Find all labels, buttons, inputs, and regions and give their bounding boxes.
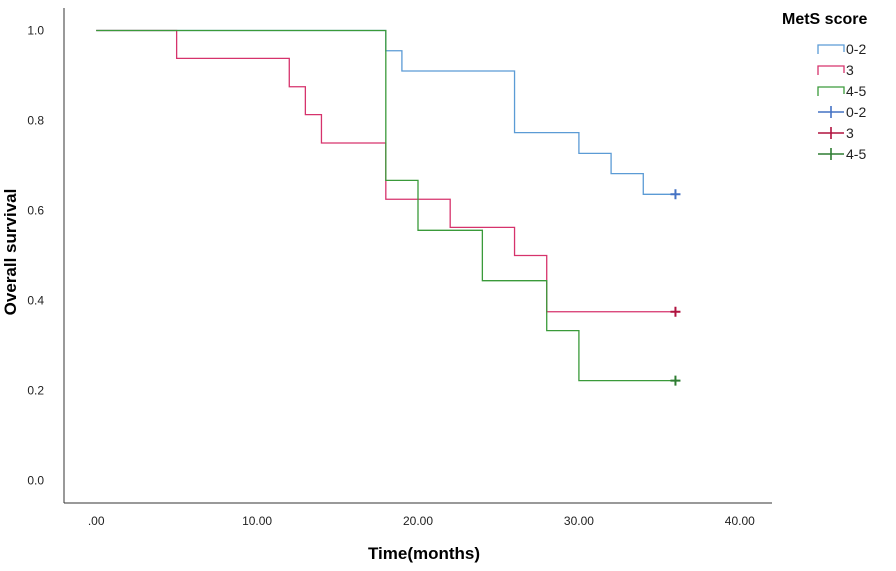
tick-labels: 0.0 0.2 0.4 0.6 0.8 1.0 .00 10.00 20.00 30.00 40.0… bbox=[27, 24, 755, 529]
legend-label: 0-2 bbox=[846, 104, 866, 120]
legend-title: MetS score bbox=[782, 11, 867, 28]
legend-swatch-censor bbox=[818, 127, 844, 139]
y-tick-label: 0.6 bbox=[27, 204, 44, 218]
y-tick-label: 1.0 bbox=[27, 24, 44, 38]
legend-label: 4-5 bbox=[846, 83, 866, 99]
legend-label: 3 bbox=[846, 125, 854, 141]
x-tick-label: 10.00 bbox=[242, 514, 272, 528]
x-tick-label: .00 bbox=[88, 514, 105, 528]
legend-swatch-line bbox=[817, 44, 845, 54]
legend-label: 3 bbox=[846, 62, 854, 78]
legend-label: 4-5 bbox=[846, 146, 866, 162]
x-tick-label: 20.00 bbox=[403, 514, 433, 528]
survival-curves bbox=[96, 29, 676, 382]
legend-swatch-censor bbox=[818, 148, 844, 160]
censor-marks bbox=[670, 189, 681, 386]
legend: MetS score 0-2 3 4-5 0-2 3 4-5 bbox=[782, 11, 867, 162]
legend-swatch-line bbox=[817, 65, 845, 75]
survival-curve-0-2 bbox=[96, 29, 676, 195]
y-tick-label: 0.4 bbox=[27, 294, 44, 308]
y-axis-title: Overall survival bbox=[1, 189, 20, 316]
x-axis-title: Time(months) bbox=[368, 544, 480, 563]
censor-mark-0-2 bbox=[670, 189, 681, 200]
legend-swatch-censor bbox=[818, 106, 844, 118]
survival-curve-4-5 bbox=[96, 29, 676, 382]
legend-label: 0-2 bbox=[846, 41, 866, 57]
x-tick-label: 40.00 bbox=[725, 514, 755, 528]
legend-swatch-line bbox=[817, 86, 845, 96]
y-tick-label: 0.2 bbox=[27, 384, 44, 398]
x-tick-label: 30.00 bbox=[564, 514, 594, 528]
censor-mark-3 bbox=[670, 306, 681, 317]
axes bbox=[63, 8, 772, 504]
y-tick-label: 0.8 bbox=[27, 114, 44, 128]
y-tick-label: 0.0 bbox=[27, 474, 44, 488]
censor-mark-4-5 bbox=[670, 375, 681, 386]
survival-curve-3 bbox=[96, 29, 676, 313]
